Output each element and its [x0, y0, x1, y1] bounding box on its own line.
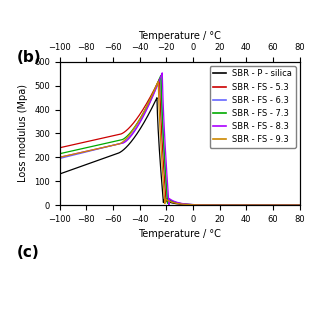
SBR - FS - 5.3: [223, 203, 227, 207]
SBR - FS - 6.3: [58, 156, 61, 160]
Line: SBR - FS - 8.3: SBR - FS - 8.3: [60, 73, 300, 205]
SBR - P - silica: [245, 203, 249, 207]
SBR - FS - 7.3: [250, 203, 253, 207]
SBR - FS - 7.3: [298, 203, 302, 207]
Legend: SBR - P - silica, SBR - FS - 5.3, SBR - FS - 6.3, SBR - FS - 7.3, SBR - FS - 8.3: SBR - P - silica, SBR - FS - 5.3, SBR - …: [210, 66, 296, 148]
SBR - FS - 7.3: [245, 203, 249, 207]
SBR - FS - 5.3: [158, 77, 162, 81]
SBR - P - silica: [250, 203, 253, 207]
SBR - FS - 5.3: [298, 203, 302, 207]
SBR - FS - 5.3: [58, 146, 61, 150]
SBR - FS - 8.3: [82, 150, 86, 154]
SBR - FS - 9.3: [82, 150, 86, 154]
SBR - P - silica: [298, 203, 302, 207]
SBR - FS - 8.3: [164, 151, 168, 155]
SBR - FS - 8.3: [223, 203, 227, 207]
X-axis label: Temperature / °C: Temperature / °C: [138, 31, 221, 41]
Line: SBR - FS - 7.3: SBR - FS - 7.3: [60, 76, 300, 205]
SBR - FS - 8.3: [245, 203, 249, 207]
SBR - FS - 9.3: [298, 203, 302, 207]
SBR - FS - 6.3: [250, 203, 253, 207]
SBR - FS - 7.3: [82, 146, 86, 150]
SBR - FS - 8.3: [298, 203, 302, 207]
SBR - FS - 9.3: [164, 197, 168, 201]
SBR - FS - 5.3: [250, 203, 253, 207]
SBR - FS - 9.3: [58, 156, 61, 159]
Y-axis label: Loss modulus (Mpa): Loss modulus (Mpa): [19, 84, 28, 182]
SBR - FS - 7.3: [164, 173, 168, 177]
SBR - FS - 7.3: [223, 203, 227, 207]
SBR - FS - 8.3: [155, 85, 159, 89]
Text: (c): (c): [16, 245, 39, 260]
SBR - P - silica: [223, 203, 227, 207]
SBR - FS - 9.3: [155, 83, 159, 87]
SBR - FS - 6.3: [298, 203, 302, 207]
Line: SBR - FS - 5.3: SBR - FS - 5.3: [60, 79, 300, 205]
SBR - FS - 6.3: [164, 174, 168, 178]
SBR - FS - 9.3: [223, 203, 227, 207]
X-axis label: Temperature / °C: Temperature / °C: [138, 229, 221, 239]
SBR - FS - 7.3: [159, 74, 163, 77]
SBR - FS - 5.3: [245, 203, 249, 207]
SBR - FS - 6.3: [159, 75, 163, 79]
Line: SBR - FS - 9.3: SBR - FS - 9.3: [60, 81, 300, 205]
Line: SBR - FS - 6.3: SBR - FS - 6.3: [60, 77, 300, 205]
SBR - FS - 8.3: [250, 203, 253, 207]
Text: (b): (b): [16, 51, 41, 65]
SBR - P - silica: [155, 96, 159, 100]
SBR - P - silica: [82, 163, 86, 167]
SBR - FS - 5.3: [82, 140, 86, 144]
SBR - FS - 9.3: [245, 203, 249, 207]
SBR - FS - 6.3: [82, 150, 86, 154]
SBR - FS - 6.3: [245, 203, 249, 207]
SBR - FS - 8.3: [58, 156, 61, 159]
SBR - P - silica: [164, 199, 168, 203]
SBR - FS - 6.3: [155, 85, 159, 89]
SBR - FS - 6.3: [223, 203, 227, 207]
SBR - FS - 5.3: [155, 83, 159, 86]
SBR - FS - 8.3: [160, 71, 164, 75]
SBR - FS - 7.3: [155, 83, 159, 87]
SBR - FS - 7.3: [58, 152, 61, 156]
SBR - FS - 5.3: [164, 193, 168, 197]
SBR - FS - 9.3: [156, 79, 160, 83]
SBR - P - silica: [58, 172, 61, 176]
SBR - P - silica: [155, 96, 159, 100]
SBR - FS - 9.3: [250, 203, 253, 207]
Line: SBR - P - silica: SBR - P - silica: [60, 98, 300, 205]
